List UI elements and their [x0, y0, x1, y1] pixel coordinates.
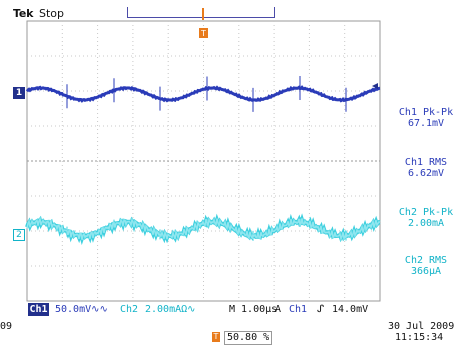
measurement-value: 2.00mA: [407, 218, 445, 229]
partial-text: 09: [0, 321, 13, 332]
trigger-position-marker: T: [199, 8, 208, 38]
ch2-ground-marker[interactable]: 2: [13, 229, 25, 241]
measurement-ch1-rms: Ch1 RMS 6.62mV: [386, 157, 466, 179]
measurement-label: Ch2 RMS: [404, 255, 448, 266]
measurement-ch2-pkpk: Ch2 Pk-Pk 2.00mA: [386, 207, 466, 229]
ch1-waveform: [25, 76, 381, 112]
ch2-tag[interactable]: Ch2: [120, 304, 139, 315]
trigger-level-arrow: [372, 83, 378, 89]
trigger-level: 14.0mV: [332, 304, 369, 315]
acquisition-mode: A: [275, 304, 282, 315]
status-bar: Ch1 50.0mV∿∿ Ch2 2.00mAΩ∿ M 1.00µs A Ch1…: [27, 303, 381, 316]
graticule-grid: [27, 21, 380, 301]
measurement-value: 6.62mV: [407, 168, 445, 179]
measurement-label: Ch1 RMS: [404, 157, 448, 168]
measurement-ch2-rms: Ch2 RMS 366µA: [386, 255, 466, 277]
measurement-label: Ch1 Pk-Pk: [398, 107, 454, 118]
measurement-ch1-pkpk: Ch1 Pk-Pk 67.1mV: [386, 107, 466, 129]
ch2-waveform: [25, 213, 381, 246]
acquisition-state: Stop: [39, 7, 65, 20]
date: 30 Jul 2009: [388, 321, 455, 332]
record-position-bracket: [127, 7, 275, 18]
ch1-tag[interactable]: Ch1: [28, 303, 49, 316]
measurement-value: 67.1mV: [407, 118, 445, 129]
brand-logo: Tek: [13, 7, 34, 20]
measurement-value: 366µA: [410, 266, 442, 277]
time: 11:15:34: [395, 332, 444, 343]
ch2-scale: 2.00mAΩ∿: [145, 304, 196, 315]
trigger-t-icon: T: [212, 332, 220, 342]
ch1-ground-marker[interactable]: 1: [13, 87, 25, 99]
ch1-scale: 50.0mV∿∿: [55, 304, 108, 315]
trigger-slope-icon: ᔑ: [317, 304, 325, 315]
timebase: M 1.00µs: [229, 304, 278, 315]
measurement-label: Ch2 Pk-Pk: [398, 207, 454, 218]
svg-text:T: T: [200, 29, 206, 38]
trigger-source: Ch1: [289, 304, 308, 315]
